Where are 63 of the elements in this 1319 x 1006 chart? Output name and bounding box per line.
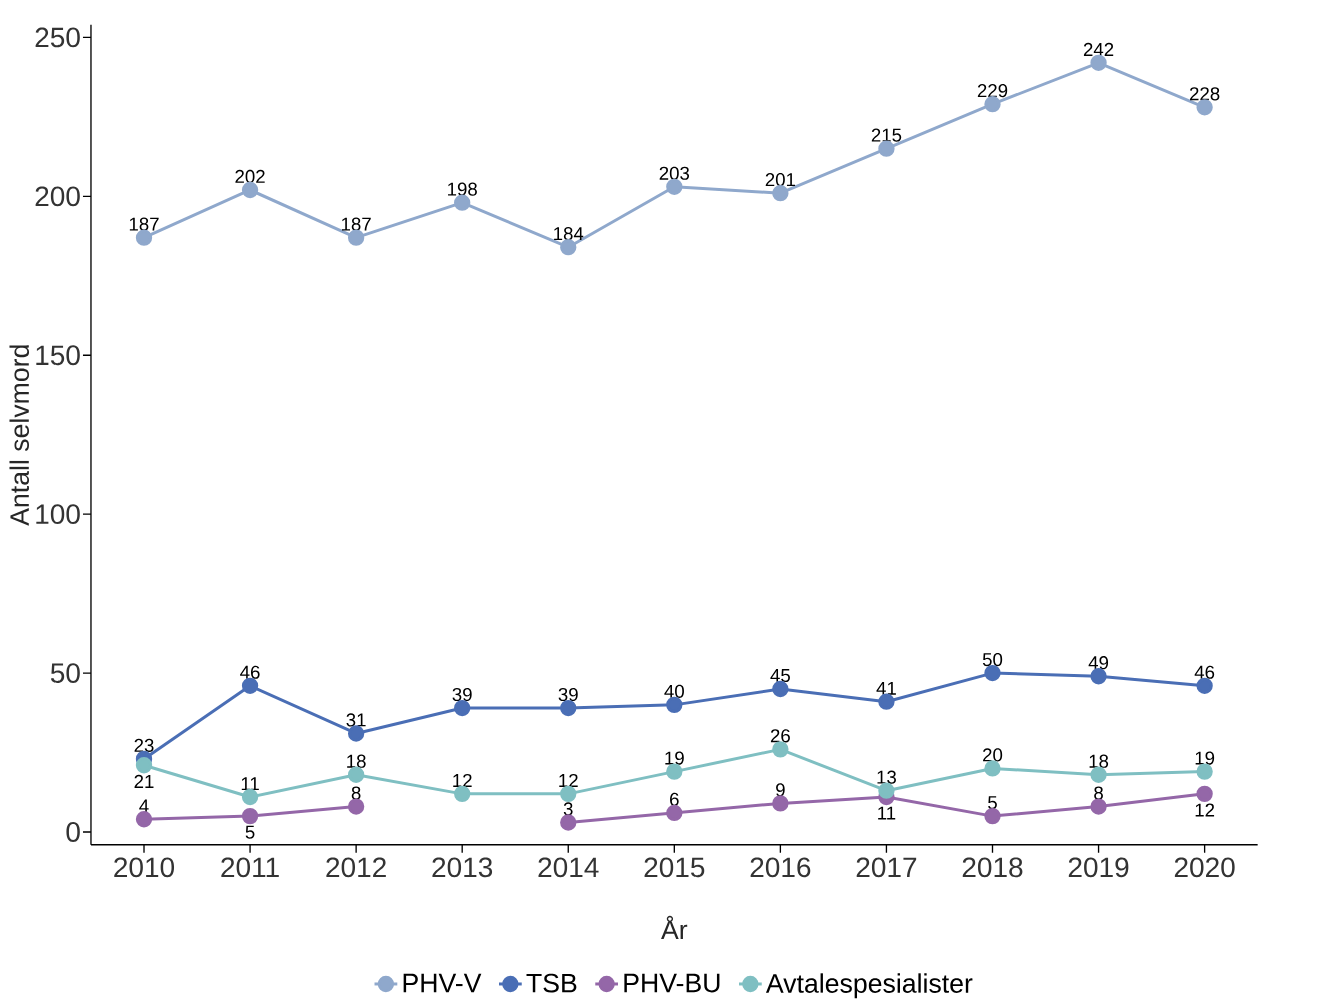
x-tick-label: 2012 <box>326 857 386 878</box>
y-tick-label: 200 <box>35 186 80 207</box>
data-label: 198 <box>448 182 477 196</box>
x-tick-label: 2013 <box>432 857 493 878</box>
legend-label: Avtalespesialister <box>765 973 973 999</box>
x-tick-label: 2015 <box>644 857 705 878</box>
legend-label: PHV-V <box>403 973 482 993</box>
data-label: 202 <box>235 169 265 184</box>
y-tick-label: 0 <box>66 822 80 842</box>
x-tick-label: 2018 <box>962 857 1023 878</box>
data-label: 11 <box>241 777 259 791</box>
data-label: 19 <box>1195 751 1215 765</box>
x-tick-label: 2010 <box>114 857 175 878</box>
data-label: 9 <box>776 783 785 797</box>
data-label: 5 <box>988 796 997 810</box>
legend-label: TSB <box>526 973 577 993</box>
x-tick-label: 2020 <box>1174 857 1235 878</box>
data-label: 203 <box>659 166 690 180</box>
data-label: 5 <box>245 825 255 839</box>
data-label: 31 <box>346 713 366 727</box>
data-label: 20 <box>983 748 1003 762</box>
data-label: 11 <box>878 806 896 820</box>
data-label: 201 <box>765 172 796 187</box>
data-label: 4 <box>139 799 149 813</box>
data-label: 45 <box>770 669 790 683</box>
data-label: 187 <box>129 217 159 231</box>
data-label: 12 <box>1195 803 1215 817</box>
x-axis-title: År <box>661 915 688 940</box>
legend-label: PHV-BU <box>624 973 720 993</box>
data-label: 3 <box>563 802 573 816</box>
data-label: 242 <box>1083 42 1114 56</box>
data-label: 18 <box>1089 754 1109 768</box>
data-label: 39 <box>452 687 472 702</box>
y-tick-label: 250 <box>35 27 80 48</box>
data-label: 12 <box>453 773 472 787</box>
data-label: 46 <box>240 665 260 679</box>
data-label: 40 <box>664 684 684 698</box>
data-label: 18 <box>347 754 366 768</box>
data-label: 21 <box>134 774 154 788</box>
x-tick-label: 2011 <box>221 857 279 878</box>
y-tick-label: 100 <box>36 504 80 525</box>
y-tick-label: 50 <box>50 663 80 683</box>
x-tick-label: 2016 <box>750 857 811 878</box>
data-label: 46 <box>1194 665 1215 679</box>
data-label: 50 <box>982 652 1003 667</box>
data-label: 49 <box>1088 656 1109 670</box>
y-axis-title: Antall selvmord <box>9 345 30 526</box>
x-tick-label: 2014 <box>538 857 599 878</box>
data-label: 39 <box>558 687 578 702</box>
data-label: 19 <box>665 751 684 765</box>
data-label: 41 <box>876 681 896 695</box>
data-label: 184 <box>554 227 584 241</box>
data-label: 228 <box>1189 87 1220 101</box>
data-label: 229 <box>977 83 1008 98</box>
data-label: 187 <box>341 217 371 231</box>
data-label: 23 <box>134 738 154 752</box>
data-label: 13 <box>877 770 896 784</box>
data-label: 12 <box>559 773 578 787</box>
y-tick-label: 150 <box>36 345 80 366</box>
data-label: 26 <box>770 729 790 743</box>
x-tick-label: 2019 <box>1068 857 1129 878</box>
data-label: 215 <box>871 128 902 142</box>
x-tick-label: 2017 <box>856 857 917 878</box>
